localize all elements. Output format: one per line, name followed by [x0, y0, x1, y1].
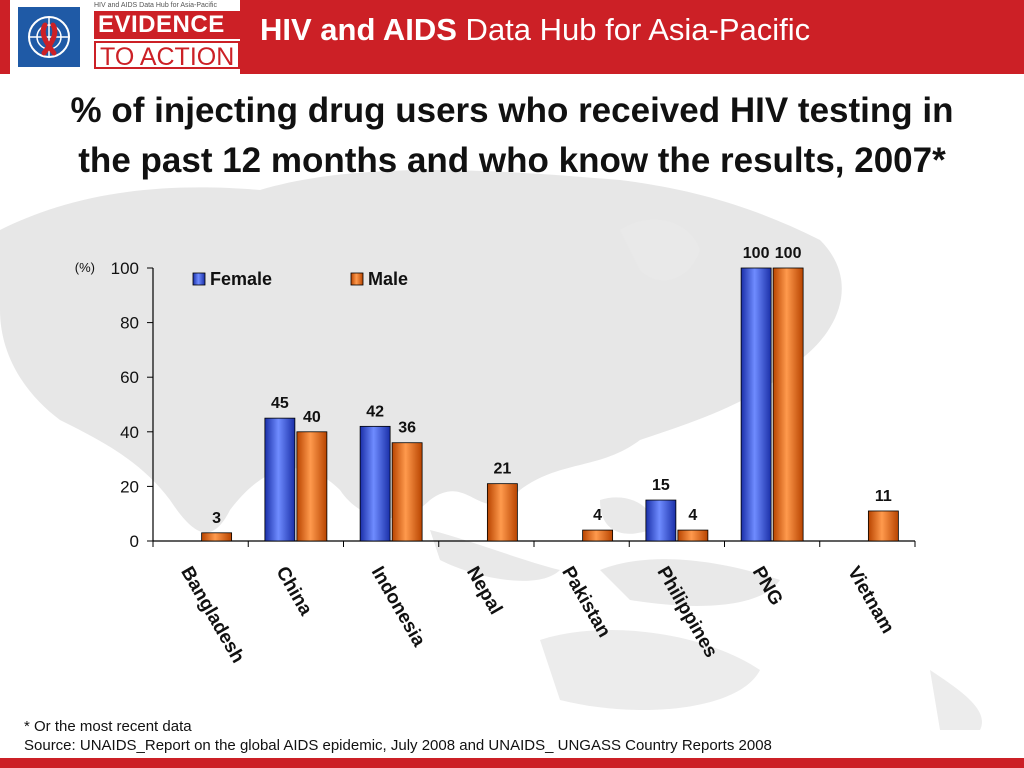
data-label: 42 — [366, 403, 384, 420]
bar-male — [772, 267, 804, 542]
header-title: HIV and AIDS Data Hub for Asia-Pacific — [260, 12, 810, 48]
bar-female — [645, 499, 677, 542]
chart-bars: 45 42 15 100 3 40 36 21 4 4 100 11 — [201, 245, 899, 542]
y-tick-label: 80 — [120, 314, 139, 333]
bottom-bar — [0, 758, 1024, 768]
data-label: 4 — [688, 507, 697, 524]
logo-action-text: TO ACTION — [94, 41, 240, 71]
bar-female — [359, 425, 391, 542]
x-tick-label: Indonesia — [367, 563, 430, 651]
legend-swatch-male — [350, 272, 364, 286]
bar-male — [486, 483, 518, 542]
header-title-rest: Data Hub for Asia-Pacific — [456, 12, 811, 47]
logo-evidence-text: EVIDENCE — [94, 11, 240, 39]
x-tick-label: Nepal — [462, 563, 506, 618]
bar-male — [391, 442, 423, 542]
data-label: 3 — [212, 510, 221, 527]
legend-label-female: Female — [210, 269, 272, 289]
header-title-bold: HIV and AIDS — [260, 12, 457, 47]
slide-title: % of injecting drug users who received H… — [70, 91, 954, 180]
y-axis-label: (%) — [75, 260, 95, 275]
data-label: 11 — [875, 488, 892, 505]
bar-male — [677, 529, 709, 542]
footnote: * Or the most recent data — [24, 718, 192, 735]
y-tick-label: 0 — [130, 532, 139, 551]
bar-female — [740, 267, 772, 542]
x-tick-label: China — [272, 563, 317, 620]
y-tick-label: 20 — [120, 477, 139, 496]
bar-male — [582, 529, 614, 542]
bar-male — [296, 431, 328, 542]
data-label: 40 — [303, 409, 321, 426]
x-tick-label: Philippines — [653, 563, 722, 661]
data-label: 36 — [398, 420, 416, 437]
y-tick-label: 40 — [120, 423, 139, 442]
bar-female — [264, 417, 296, 542]
un-emblem-icon — [18, 7, 80, 67]
legend-label-male: Male — [368, 269, 408, 289]
source-note: Source: UNAIDS_Report on the global AIDS… — [24, 737, 772, 754]
x-tick-label: Pakistan — [557, 563, 614, 641]
legend-swatch-female — [192, 272, 206, 286]
y-tick-label: 60 — [120, 368, 139, 387]
header-bar: HIV and AIDS Data Hub for Asia-Pacific E… — [0, 0, 1024, 74]
logo-subtitle: HIV and AIDS Data Hub for Asia-Pacific — [94, 2, 217, 9]
data-label: 45 — [271, 395, 289, 412]
asia-pacific-map-background — [0, 170, 982, 730]
bar-male — [867, 510, 899, 542]
data-label: 100 — [743, 245, 770, 262]
data-label: 100 — [775, 245, 802, 262]
x-tick-label: Bangladesh — [176, 563, 248, 667]
logo: HIV and AIDS Data Hub for Asia-Pacific E… — [10, 0, 240, 74]
x-tick-label: Vietnam — [843, 563, 898, 637]
y-tick-label: 100 — [111, 259, 139, 278]
chart-legend: Female Male — [192, 269, 408, 289]
data-label: 15 — [652, 477, 670, 494]
data-label: 21 — [493, 461, 511, 478]
bar-male — [201, 532, 233, 542]
x-tick-label: PNG — [748, 563, 787, 609]
data-label: 4 — [593, 507, 602, 524]
